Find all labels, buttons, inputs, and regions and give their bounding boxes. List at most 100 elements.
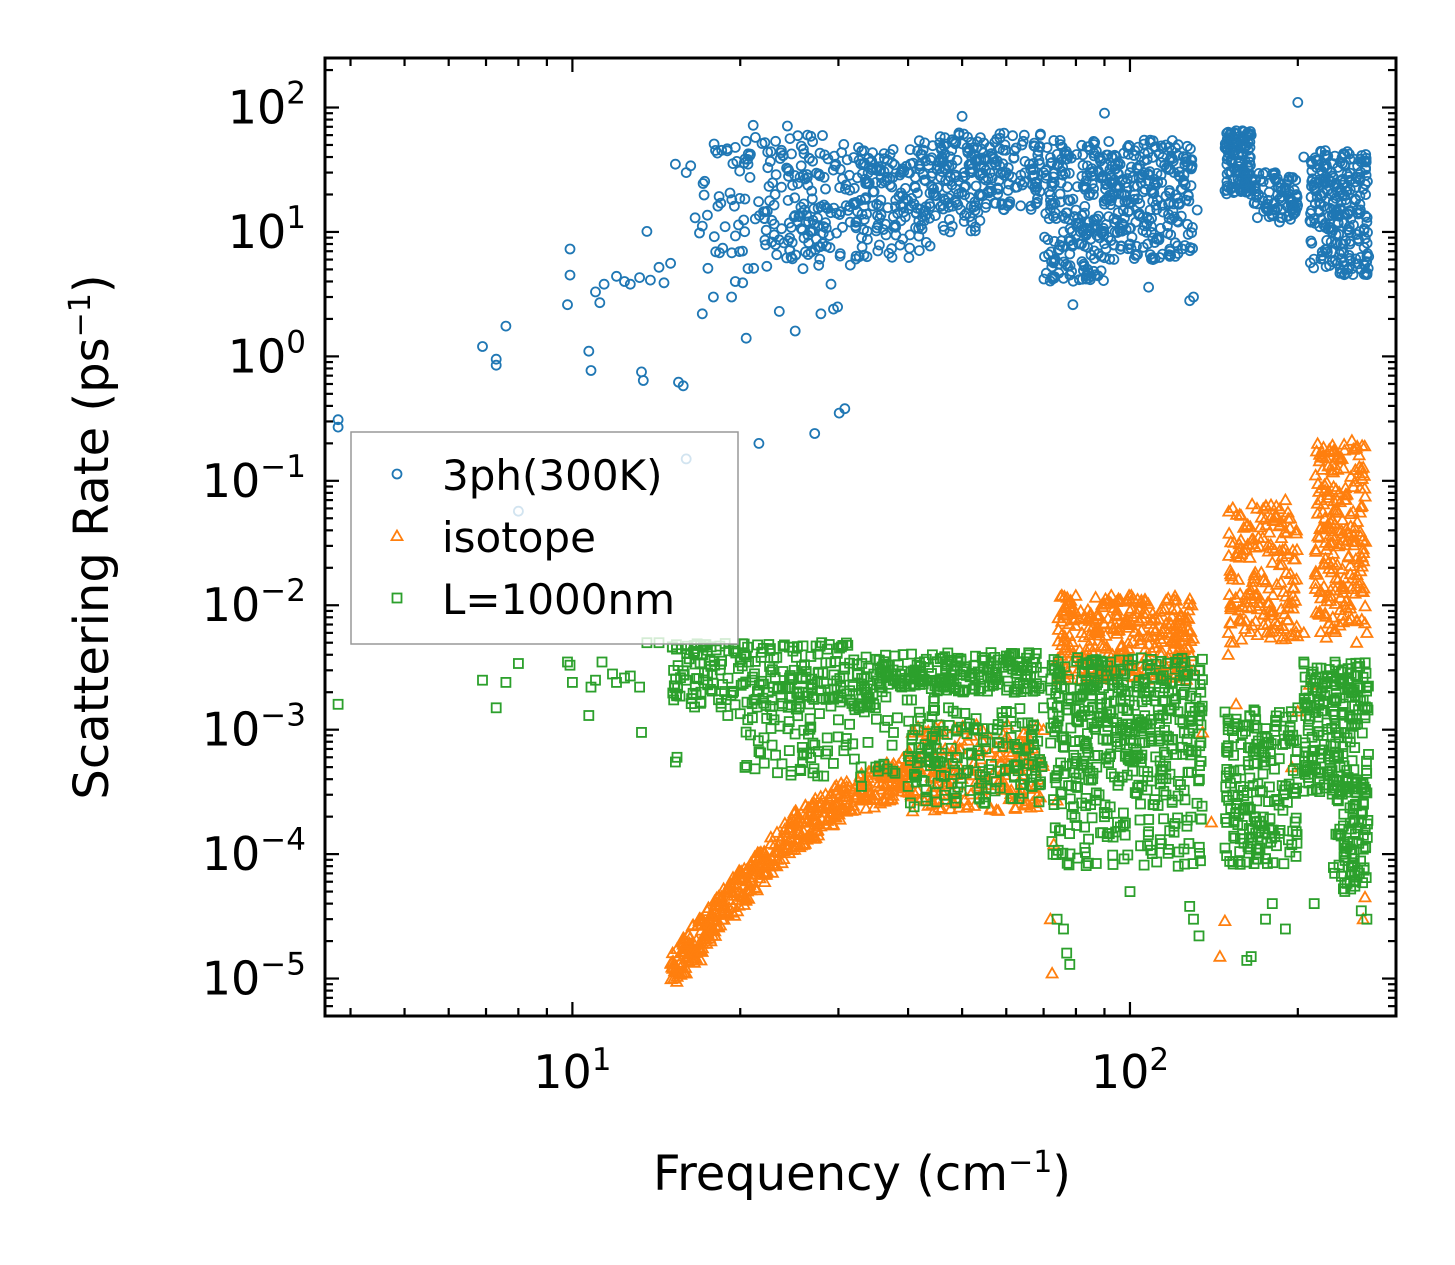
point-isotope (1154, 627, 1169, 640)
point-3ph (910, 222, 921, 234)
point-isotope (720, 883, 735, 896)
point-boundary (929, 704, 940, 716)
point-isotope (1114, 637, 1129, 650)
point-isotope (1088, 590, 1103, 603)
point-3ph (949, 194, 961, 206)
point-3ph (739, 226, 751, 238)
point-boundary (1145, 735, 1157, 747)
point-isotope (1121, 636, 1136, 649)
point-3ph (1318, 219, 1330, 231)
point-boundary (1235, 833, 1246, 845)
point-boundary (812, 648, 824, 660)
point-boundary (939, 771, 950, 782)
point-isotope (891, 778, 906, 792)
point-3ph (861, 251, 873, 263)
point-boundary (813, 666, 824, 678)
point-boundary (1316, 705, 1327, 717)
point-isotope (1232, 536, 1247, 550)
point-isotope (839, 804, 854, 817)
point-boundary (833, 714, 844, 726)
point-isotope (1345, 571, 1360, 584)
point-3ph (904, 242, 916, 254)
point-isotope (1180, 610, 1195, 623)
point-boundary (1049, 664, 1061, 676)
point-isotope (857, 772, 872, 786)
point-3ph (1008, 152, 1020, 164)
point-boundary (908, 801, 920, 813)
point-3ph (742, 263, 754, 275)
point-boundary (477, 674, 488, 686)
point-boundary (906, 648, 917, 660)
point-boundary (864, 699, 876, 711)
point-boundary (1162, 658, 1173, 669)
point-3ph (1316, 246, 1328, 258)
point-3ph (887, 144, 899, 155)
point-boundary (1183, 716, 1195, 727)
point-boundary (1135, 652, 1147, 664)
point-boundary (771, 652, 783, 663)
point-3ph (773, 305, 785, 317)
point-boundary (1048, 654, 1060, 665)
point-boundary (855, 761, 867, 773)
point-3ph (730, 230, 741, 242)
point-boundary (1245, 951, 1257, 962)
point-3ph (490, 359, 502, 371)
point-boundary (1267, 857, 1279, 869)
point-boundary (1323, 750, 1334, 762)
point-boundary (715, 697, 727, 709)
point-3ph (920, 236, 932, 248)
point-boundary (1360, 667, 1372, 679)
point-boundary (1220, 770, 1232, 782)
point-boundary (767, 682, 779, 693)
point-3ph (878, 148, 890, 160)
point-3ph (807, 136, 818, 148)
point-3ph (1122, 206, 1134, 218)
point-boundary (760, 700, 772, 711)
point-3ph (1162, 227, 1174, 239)
point-boundary (973, 750, 985, 761)
point-3ph (886, 251, 898, 263)
point-3ph (1061, 153, 1073, 165)
point-3ph (771, 249, 783, 261)
point-boundary (1057, 847, 1069, 859)
point-isotope (698, 934, 713, 947)
point-3ph (770, 239, 781, 251)
point-3ph (894, 239, 906, 251)
point-3ph (696, 308, 708, 320)
point-boundary (1051, 913, 1063, 925)
point-isotope (1337, 443, 1352, 456)
point-3ph (1143, 281, 1154, 293)
point-isotope (1221, 548, 1236, 561)
point-3ph (744, 150, 756, 162)
point-3ph (948, 135, 960, 147)
point-boundary (1178, 784, 1190, 796)
point-boundary (804, 698, 815, 710)
point-3ph (1266, 204, 1278, 216)
point-3ph (759, 234, 771, 246)
point-boundary (1300, 685, 1312, 697)
point-boundary (1235, 781, 1247, 792)
point-boundary (936, 751, 948, 763)
point-boundary (871, 713, 882, 725)
point-3ph (762, 162, 774, 174)
point-boundary (1189, 678, 1200, 690)
point-3ph (808, 203, 820, 215)
point-boundary (1195, 686, 1207, 698)
point-isotope (1229, 696, 1244, 710)
point-isotope (725, 870, 741, 883)
point-boundary (1228, 815, 1240, 826)
point-boundary (1009, 770, 1020, 782)
point-3ph (1273, 176, 1285, 188)
point-3ph (989, 197, 1000, 209)
point-3ph (1038, 167, 1049, 179)
point-isotope (1261, 537, 1276, 551)
point-3ph (786, 148, 797, 160)
point-isotope (1343, 469, 1358, 482)
point-boundary (1136, 781, 1148, 792)
point-3ph (1077, 180, 1089, 192)
point-3ph (1016, 139, 1028, 151)
point-boundary (807, 767, 819, 779)
point-3ph (996, 199, 1008, 211)
point-isotope (752, 870, 767, 884)
point-boundary (809, 739, 821, 751)
